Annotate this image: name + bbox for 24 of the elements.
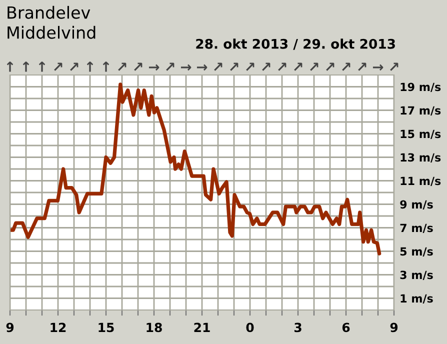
y-tick-label: 11 m/s xyxy=(400,176,441,186)
x-tick-label: 9 xyxy=(390,322,398,332)
y-tick-label: 17 m/s xyxy=(400,106,441,116)
x-tick-label: 21 xyxy=(194,322,210,332)
x-tick-label: 15 xyxy=(98,322,114,332)
y-tick-label: 13 m/s xyxy=(400,153,441,163)
x-tick-label: 6 xyxy=(342,322,350,332)
y-tick-label: 5 m/s xyxy=(400,247,433,257)
chart-title: Brandelev xyxy=(8,6,90,19)
text: ↑ ↑ ↑ ↗ ↗ ↑ ↑ ↗ ↗ → ↗ → → ↗ ↗ ↗ ↗ ↗ ↗ ↗ ↗ ↗ ↗ → ↗ xyxy=(6,62,398,72)
y-tick-label: 3 m/s xyxy=(400,270,433,280)
y-tick-label: 15 m/s xyxy=(400,130,441,140)
y-tick-label: 9 m/s xyxy=(400,200,433,210)
chart-subtitle: Middelvind xyxy=(8,26,96,39)
x-tick-label: 3 xyxy=(294,322,302,332)
x-tick-label: 0 xyxy=(246,322,254,332)
x-tick-label: 9 xyxy=(6,322,14,332)
y-tick-label: 7 m/s xyxy=(400,224,433,234)
line-series xyxy=(10,82,382,256)
y-tick-label: 19 m/s xyxy=(400,82,441,92)
x-tick-label: 12 xyxy=(50,322,66,332)
x-tick-label: 18 xyxy=(146,322,162,332)
y-tick-label: 1 m/s xyxy=(400,294,433,304)
text: 28. okt 2013 / 29. okt 2013 xyxy=(196,38,395,50)
